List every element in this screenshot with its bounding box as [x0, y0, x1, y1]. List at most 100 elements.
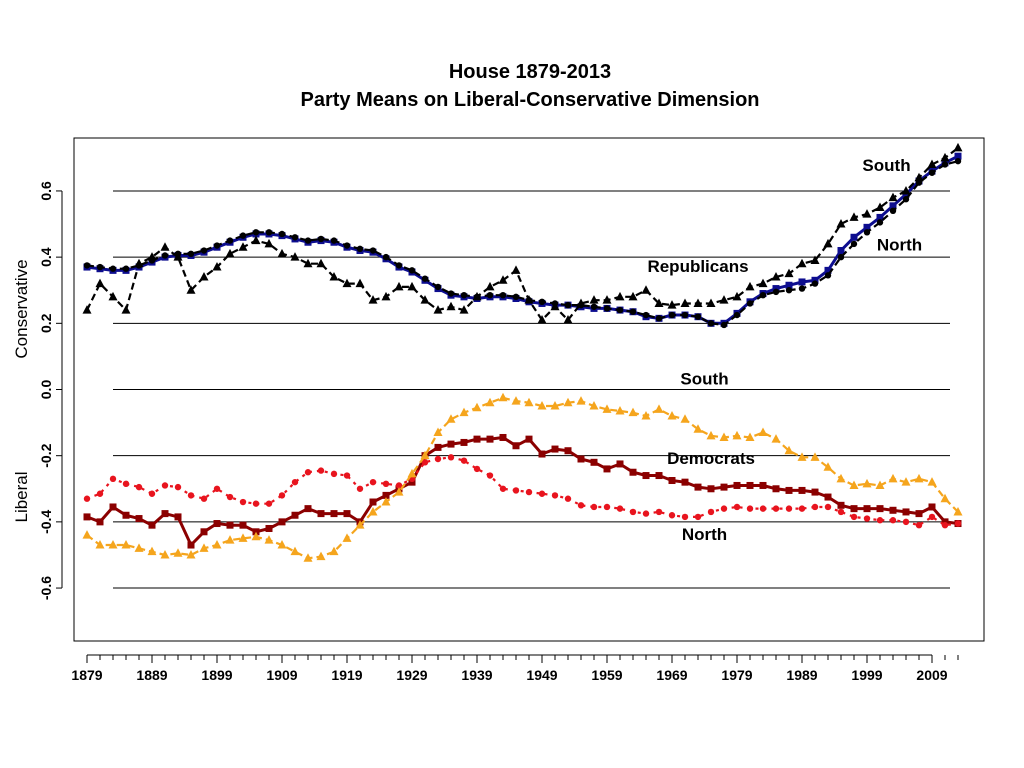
- point-democrats-north-1905: [252, 500, 260, 507]
- point-democrats-north-1955: [577, 502, 585, 509]
- point-democrats-south-1887: [134, 543, 144, 552]
- point-democrats-1957: [590, 458, 598, 466]
- point-democrats-south-1987: [784, 445, 794, 455]
- point-democrats-north-1989: [798, 505, 806, 512]
- point-democrats-2001: [876, 505, 884, 513]
- point-democrats-north-2005: [902, 518, 910, 526]
- point-democrats-south-1949: [537, 401, 547, 410]
- point-democrats-north-2009: [928, 513, 936, 521]
- point-republicans-south-1999: [862, 209, 872, 218]
- point-republicans-south-1941: [485, 281, 495, 291]
- point-democrats-south-2001: [875, 480, 885, 489]
- point-republicans-north-1929: [408, 267, 416, 274]
- point-democrats-2007: [915, 510, 923, 518]
- point-democrats-south-1923: [368, 506, 378, 516]
- point-democrats-1999: [863, 505, 871, 513]
- point-democrats-south-1883: [108, 540, 118, 549]
- point-democrats-south-1909: [277, 540, 287, 549]
- point-democrats-south-1973: [693, 424, 703, 433]
- point-democrats-south-1911: [290, 546, 300, 556]
- point-republicans-1987: [785, 281, 793, 289]
- point-republicans-south-1973: [693, 298, 703, 307]
- point-democrats-south-1893: [173, 548, 183, 557]
- y-tick-label-6: -0.6: [38, 576, 54, 600]
- x-tick-label-1909: 1909: [266, 667, 297, 683]
- point-republicans-south-1977: [719, 295, 729, 304]
- point-republicans-south-1945: [511, 265, 521, 274]
- x-tick-label-1919: 1919: [331, 667, 362, 683]
- point-democrats-1977: [720, 483, 728, 491]
- point-democrats-south-1943: [498, 392, 508, 402]
- point-republicans-south-1891: [160, 242, 170, 251]
- point-republicans-south-1883: [108, 291, 118, 301]
- point-democrats-1973: [694, 483, 702, 491]
- x-tick-label-1989: 1989: [786, 667, 817, 683]
- point-republicans-north-1963: [629, 308, 637, 315]
- x-tick-label-1899: 1899: [201, 667, 232, 683]
- point-republicans-north-1985: [772, 288, 780, 296]
- y-axis-label-conservative: Conservative: [12, 259, 31, 358]
- x-tick-label-1969: 1969: [656, 667, 687, 683]
- point-democrats-south-1899: [212, 540, 222, 549]
- point-republicans-north-1901: [226, 237, 234, 244]
- point-democrats-south-1935: [446, 414, 456, 423]
- point-democrats-south-1945: [511, 396, 521, 405]
- point-democrats-1903: [239, 521, 247, 529]
- point-republicans-north-1941: [486, 291, 494, 299]
- point-republicans-south-1939: [472, 291, 482, 301]
- point-republicans-north-2013: [954, 157, 962, 165]
- point-democrats-south-1937: [459, 407, 469, 417]
- point-democrats-north-1967: [655, 508, 663, 516]
- point-republicans-north-1925: [382, 253, 390, 261]
- point-republicans-north-1975: [707, 320, 715, 327]
- series-layer: [82, 142, 963, 562]
- point-democrats-north-1961: [616, 505, 624, 512]
- point-republicans-north-1915: [317, 235, 325, 243]
- point-democrats-1919: [343, 510, 351, 518]
- point-republicans-south-1959: [602, 295, 612, 304]
- point-democrats-south-1881: [95, 540, 105, 549]
- point-democrats-north-1991: [811, 503, 819, 511]
- point-democrats-1961: [616, 460, 624, 468]
- point-democrats-south-1889: [147, 546, 157, 556]
- point-democrats-1953: [564, 447, 572, 455]
- point-democrats-south-1975: [706, 430, 716, 440]
- point-republicans-south-1895: [186, 285, 196, 294]
- point-democrats-1925: [382, 491, 390, 499]
- point-republicans-north-1931: [421, 275, 429, 282]
- point-democrats-north-1939: [473, 465, 481, 473]
- point-republicans-north-1957: [590, 303, 598, 310]
- point-democrats-south-1951: [550, 401, 560, 410]
- point-democrats-north-1979: [733, 503, 741, 511]
- point-democrats-2003: [889, 506, 897, 514]
- point-democrats-1917: [330, 510, 338, 518]
- point-democrats-1987: [785, 486, 793, 494]
- point-democrats-1935: [447, 440, 455, 448]
- x-tick-label-1939: 1939: [461, 667, 492, 683]
- point-democrats-1943: [499, 433, 507, 441]
- point-democrats-south-1907: [264, 535, 274, 544]
- point-democrats-south-1917: [329, 546, 339, 556]
- point-democrats-1913: [304, 505, 312, 513]
- point-republicans-south-1949: [537, 315, 547, 324]
- point-democrats-north-1899: [213, 485, 221, 492]
- point-democrats-north-1957: [590, 503, 598, 511]
- annotation-north-5: North: [682, 525, 727, 544]
- point-democrats-north-1895: [187, 492, 195, 499]
- point-democrats-south-1999: [862, 478, 872, 488]
- point-republicans-north-1913: [304, 237, 312, 244]
- point-democrats-north-1911: [291, 478, 299, 486]
- y-tick-label-3: 0.0: [38, 380, 54, 400]
- point-democrats-1979: [733, 481, 741, 489]
- y-tick-label-2: 0.2: [38, 313, 54, 333]
- point-democrats-north-1901: [226, 493, 234, 501]
- point-democrats-south-1963: [628, 407, 638, 417]
- point-republicans-south-1897: [199, 271, 209, 281]
- series-democrats: [83, 433, 962, 549]
- plot-frame: [73, 137, 985, 642]
- point-democrats-1891: [161, 510, 169, 518]
- point-republicans-south-1951: [550, 301, 560, 311]
- point-republicans-south-1979: [732, 291, 742, 301]
- point-democrats-south-1903: [238, 533, 248, 542]
